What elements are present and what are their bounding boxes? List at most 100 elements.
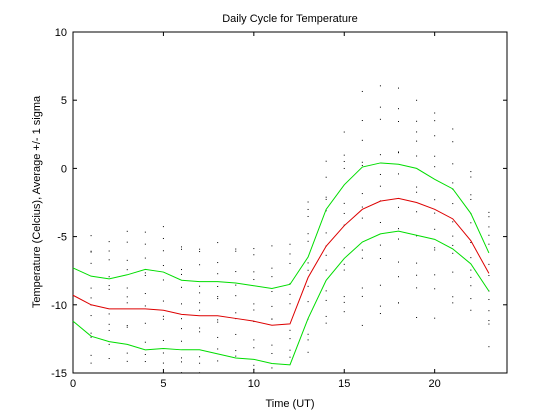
observation-point [379, 154, 381, 156]
observation-point [90, 315, 92, 317]
observation-point [90, 250, 92, 252]
observation-point [361, 164, 363, 166]
observation-point [108, 313, 110, 315]
observation-point [217, 360, 219, 362]
observation-point [72, 332, 74, 334]
observation-point [343, 160, 345, 162]
observation-point [307, 301, 309, 303]
observation-point [271, 344, 273, 346]
observation-point [253, 279, 255, 281]
observation-point [416, 274, 418, 276]
observation-point [416, 235, 418, 237]
observation-point [307, 333, 309, 335]
observation-point [181, 246, 182, 248]
observation-point [398, 151, 399, 153]
observation-point [90, 354, 92, 356]
observation-point [217, 296, 219, 298]
observation-point [126, 259, 128, 261]
observation-point [434, 135, 436, 137]
x-axis-label: Time (UT) [265, 398, 314, 410]
observation-point [217, 336, 219, 338]
observation-point [199, 362, 201, 364]
observation-point [271, 267, 273, 269]
observation-point [126, 302, 128, 304]
observation-point [108, 250, 110, 252]
observation-point [488, 226, 490, 228]
observation-point [162, 250, 164, 252]
observation-point [181, 248, 182, 250]
observation-point [452, 128, 454, 130]
observation-point [217, 242, 219, 244]
observation-point [162, 300, 164, 302]
observation-point [470, 198, 472, 200]
observation-point [343, 263, 345, 265]
observation-point [379, 258, 381, 260]
observation-point [488, 216, 490, 218]
observation-point [144, 275, 146, 277]
observation-point [144, 293, 146, 295]
observation-point [162, 315, 164, 317]
observation-point [108, 329, 110, 331]
observation-point [379, 118, 381, 120]
observation-point [470, 241, 472, 243]
observation-point [470, 285, 472, 287]
observation-point [181, 328, 182, 330]
observation-point [235, 271, 237, 273]
observation-point [307, 351, 309, 353]
observation-point [434, 249, 436, 251]
observation-point [361, 249, 363, 251]
observation-point [343, 247, 345, 249]
observation-point [452, 141, 454, 143]
observation-point [488, 243, 490, 245]
y-axis-ticks: -15 -10 -5 0 5 10 [51, 27, 507, 380]
observation-point [181, 286, 182, 288]
observation-point [416, 186, 418, 188]
observation-point [72, 271, 74, 273]
observation-point [72, 234, 74, 236]
observation-point [217, 321, 219, 323]
y-tick-label: -10 [51, 300, 67, 312]
observation-point [416, 99, 418, 101]
observation-point [325, 322, 327, 324]
observation-point [398, 108, 399, 110]
observation-point [199, 356, 201, 358]
observation-point [470, 194, 472, 196]
observation-point [289, 329, 291, 331]
observation-point [90, 362, 92, 364]
observation-point [361, 120, 363, 122]
observation-point [144, 322, 146, 324]
observation-point [108, 241, 110, 243]
observation-point [434, 199, 436, 201]
observation-point [199, 251, 201, 253]
observation-point [181, 361, 182, 363]
observation-point [379, 305, 381, 307]
observation-point [181, 357, 182, 359]
observation-point [108, 285, 110, 287]
x-tick-label: 10 [248, 378, 260, 390]
observation-point [488, 234, 490, 236]
observation-point [343, 167, 345, 169]
observation-point [199, 292, 201, 294]
observation-point [271, 352, 273, 354]
observation-point [289, 338, 291, 340]
y-tick-label: -5 [57, 232, 67, 244]
observation-point [199, 327, 201, 329]
observation-point [488, 323, 490, 325]
scatter-layer [72, 85, 490, 374]
observation-point [343, 269, 345, 271]
observation-point [144, 257, 146, 259]
observation-point [307, 201, 309, 203]
observation-point [325, 315, 327, 317]
observation-point [488, 263, 490, 265]
observation-point [416, 287, 418, 289]
observation-point [126, 325, 128, 327]
observation-point [108, 259, 110, 261]
observation-point [398, 152, 399, 154]
observation-point [90, 287, 92, 289]
observation-point [253, 303, 255, 305]
observation-point [361, 287, 363, 289]
observation-point [398, 228, 399, 230]
observation-point [181, 303, 182, 305]
observation-point [162, 352, 164, 354]
